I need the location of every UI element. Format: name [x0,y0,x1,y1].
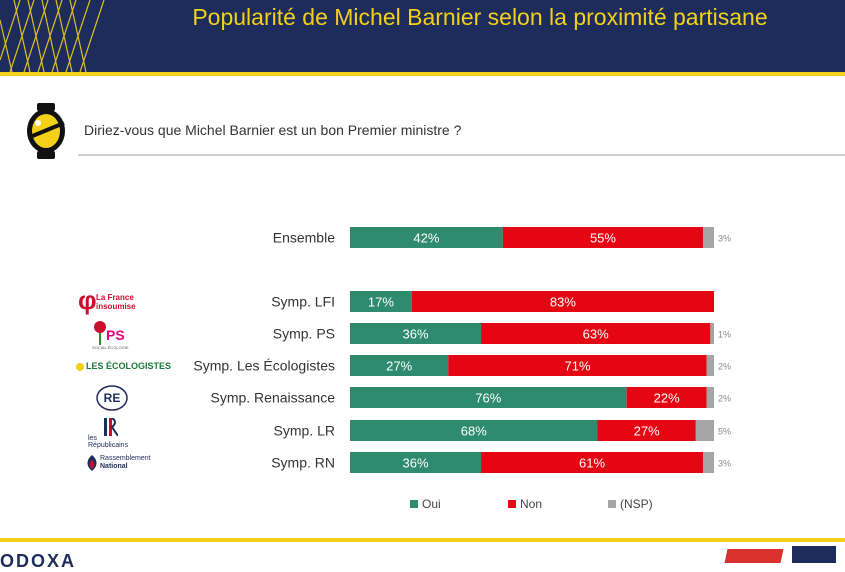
data-label-nsp: 2% [718,394,731,404]
data-label-oui: 76% [475,391,501,406]
flame-icon [87,455,97,471]
data-label-nsp: 2% [718,362,731,372]
question-divider [78,154,845,156]
bar-nsp [710,323,714,344]
data-label-oui: 36% [403,456,429,471]
bar-nsp [706,355,714,376]
category-label: Symp. Renaissance [210,390,335,406]
legend-swatch [508,500,516,508]
header-divider [0,72,845,76]
rn-logo: Rassemblement National [84,452,154,474]
data-label-non: 61% [579,456,605,471]
page-title: Popularité de Michel Barnier selon la pr… [192,4,768,30]
lr-logo: les Républicains [88,418,140,450]
data-label-non: 27% [634,424,660,439]
legend-label: (NSP) [620,497,653,511]
phi-symbol-icon: φ [78,285,97,315]
footer-brand: ODOXA [0,551,77,571]
data-label-non: 63% [583,327,609,342]
ecologistes-logo: LES ÉCOLOGISTES [74,358,171,378]
bar-oui [350,452,482,473]
bar-oui [350,323,482,344]
bar-oui [350,420,598,441]
bar-oui [350,387,627,408]
category-label: Symp. Les Écologistes [193,358,335,374]
data-label-oui: 17% [368,295,394,310]
data-label-nsp: 1% [718,330,731,340]
category-label: Ensemble [273,230,335,246]
legend-label: Oui [422,497,441,511]
lr-mark-icon [104,418,118,436]
bar-nsp [703,452,714,473]
bar-non [481,452,704,473]
data-label-nsp: 3% [718,459,731,469]
sun-icon [76,363,84,371]
bar-non [626,387,707,408]
ps-logo: PS SOCIAL ÉCOLOGIE [92,319,136,350]
survey-question: Diriez-vous que Michel Barnier est un bo… [84,122,462,138]
footer-badge-icon [724,549,784,563]
category-label: Symp. RN [271,455,335,471]
footer-divider [0,538,845,542]
header-banner: Popularité de Michel Barnier selon la pr… [0,0,845,72]
legend-swatch [410,500,418,508]
bar-nsp [706,387,714,408]
header-decoration [0,0,105,72]
rose-icon [94,321,106,345]
data-label-oui: 36% [403,327,429,342]
legend-swatch [608,500,616,508]
data-label-nsp: 5% [718,427,731,437]
bar-oui [350,227,503,248]
data-label-non: 83% [550,295,576,310]
legend-label: Non [520,497,542,511]
bar-oui [350,291,412,312]
bar-non [481,323,711,344]
renaissance-logo: RE [96,385,128,411]
data-label-non: 71% [564,359,590,374]
category-label: Symp. LR [274,423,335,439]
data-label-oui: 42% [413,231,439,246]
bar-oui [350,355,449,376]
bar-non [597,420,696,441]
category-label: Symp. PS [273,326,335,342]
data-label-nsp: 3% [718,234,731,244]
lfi-logo: φ La France insoumise [78,285,136,315]
footer-emblem-icon [792,546,836,563]
category-label: Symp. LFI [271,294,335,310]
data-label-non: 55% [590,231,616,246]
data-label-oui: 27% [386,359,412,374]
bar-nsp [703,227,714,248]
bar-non [411,291,714,312]
bar-nsp [695,420,714,441]
bar-non [502,227,704,248]
data-label-oui: 68% [461,424,487,439]
bar-non [448,355,707,376]
data-label-non: 22% [654,391,680,406]
odoxa-logo-icon [27,103,65,159]
